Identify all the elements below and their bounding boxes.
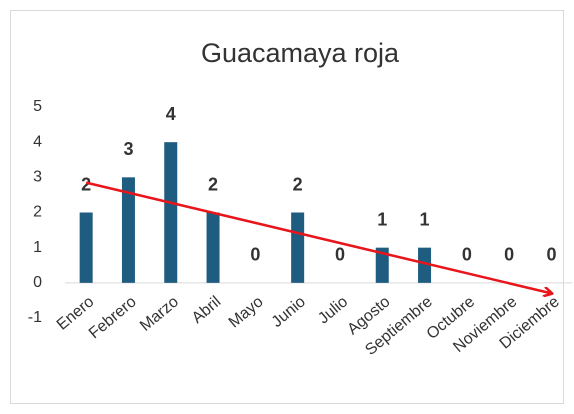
- bar: [375, 247, 389, 283]
- y-tick-label: 2: [33, 204, 42, 221]
- data-label: 0: [250, 245, 260, 265]
- chart-title: Guacamaya roja: [201, 38, 400, 68]
- data-label: 0: [504, 245, 514, 265]
- y-tick-label: -1: [28, 309, 42, 326]
- bar: [121, 177, 135, 283]
- y-tick-label: 0: [33, 274, 42, 291]
- data-label: 0: [546, 245, 556, 265]
- data-label: 1: [377, 209, 387, 229]
- y-tick-label: 3: [33, 169, 42, 186]
- data-label: 2: [293, 174, 303, 194]
- data-label: 0: [335, 245, 345, 265]
- chart-frame: [10, 10, 564, 404]
- trendline: [85, 181, 551, 294]
- bar: [206, 212, 220, 283]
- y-tick-label: 5: [33, 98, 42, 115]
- data-label: 4: [166, 104, 176, 124]
- bar: [164, 142, 178, 283]
- y-tick-label: 1: [33, 239, 42, 256]
- data-label: 2: [208, 174, 218, 194]
- bar: [79, 212, 93, 283]
- data-label: 0: [462, 245, 472, 265]
- data-label: 1: [420, 209, 430, 229]
- bar: [291, 212, 305, 283]
- data-label: 3: [123, 139, 133, 159]
- bar: [418, 247, 432, 283]
- y-tick-label: 4: [33, 133, 42, 150]
- data-label: 2: [81, 174, 91, 194]
